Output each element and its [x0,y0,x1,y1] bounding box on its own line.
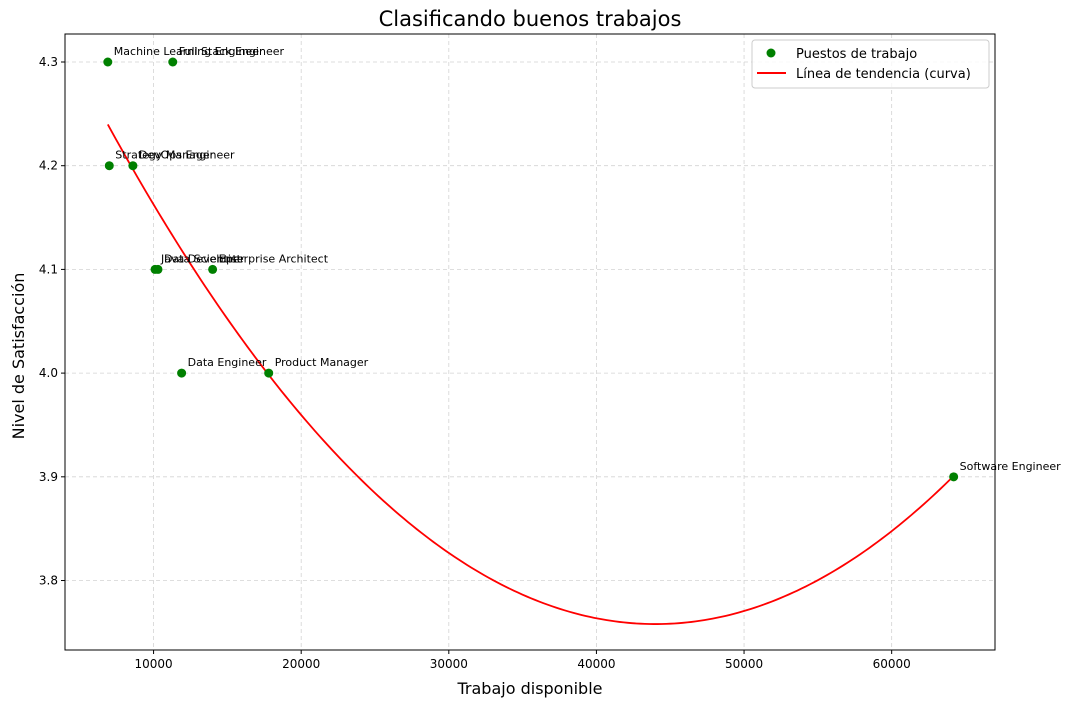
data-point-label: Product Manager [275,356,369,369]
data-point [208,264,218,274]
data-point-label: Software Engineer [960,460,1061,473]
y-tick-label: 4.2 [39,159,58,173]
data-point [153,264,163,274]
chart-title: Clasificando buenos trabajos [379,7,682,31]
legend: Puestos de trabajo Línea de tendencia (c… [751,39,990,89]
x-tick-label: 40000 [577,657,615,671]
legend-line-label: Línea de tendencia (curva) [796,67,971,82]
plot-frame [64,33,996,651]
x-tick-label: 60000 [873,657,911,671]
trend-layer [107,124,955,625]
data-point [949,472,959,482]
x-tick-label: 20000 [282,657,320,671]
legend-box [751,39,990,89]
legend-scatter-label: Puestos de trabajo [796,47,917,62]
data-point-label: Data Engineer [188,356,267,369]
x-tick-label: 50000 [725,657,763,671]
x-axis-title: Trabajo disponible [457,679,603,698]
data-point [264,368,274,378]
data-point-label: Full Stack Engineer [179,45,285,58]
x-tick-label: 30000 [430,657,468,671]
legend-scatter-marker [766,48,776,58]
y-axis-title: Nivel de Satisfacción [9,273,28,440]
data-point-label: DevOps Engineer [139,149,235,162]
y-tick-label: 4.1 [39,262,58,276]
data-point-label: Java Developer [160,252,245,265]
data-point [128,161,138,171]
points-layer [103,57,959,482]
trend-line [107,124,955,625]
data-point-label: Enterprise Architect [219,252,329,265]
data-point-label: Machine Learning Engineer [114,45,264,58]
x-axis: 10000 20000 30000 40000 50000 60000 [134,650,911,671]
y-tick-label: 4.3 [39,55,58,69]
data-point-label: Data Scientist [164,252,242,265]
data-point [177,368,187,378]
x-tick-label: 10000 [134,657,172,671]
y-tick-label: 4.0 [39,366,58,380]
grid [65,34,995,650]
y-tick-label: 3.9 [39,470,58,484]
data-point [168,57,178,67]
data-point-label: Strategy Manager [115,149,214,162]
data-point [103,57,113,67]
y-axis: 3.8 3.9 4.0 4.1 4.2 4.3 [39,55,65,588]
data-point [104,161,114,171]
y-tick-label: 3.8 [39,574,58,588]
